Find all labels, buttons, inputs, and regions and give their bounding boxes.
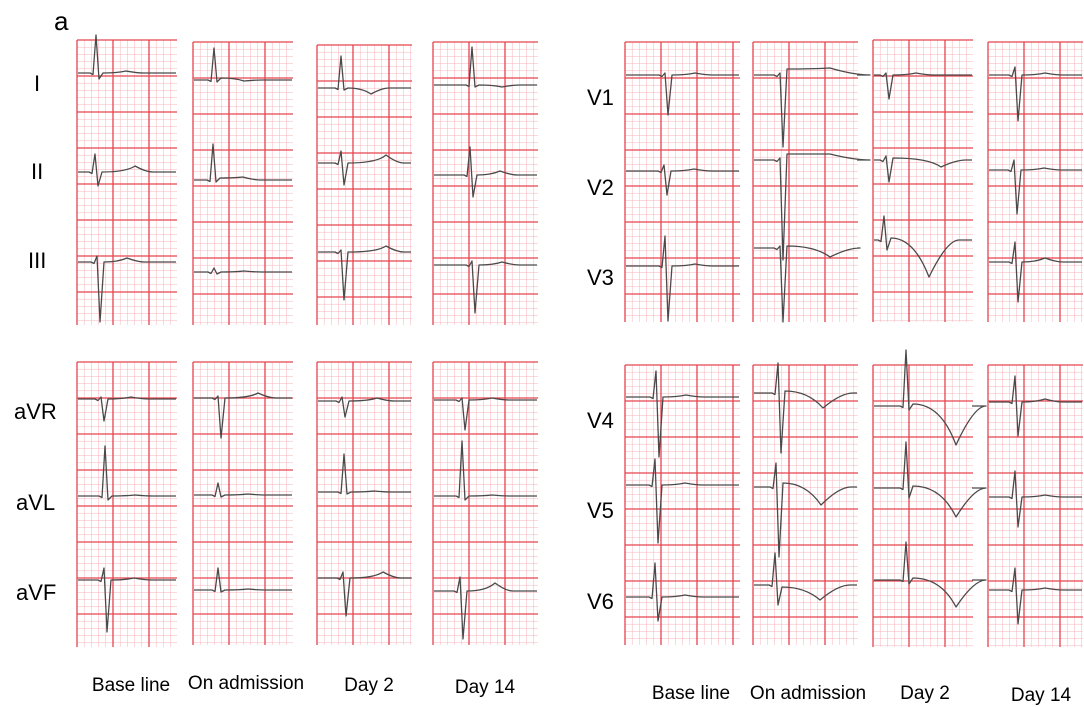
ecg-trace-V2-day2 bbox=[874, 155, 972, 183]
ecg-trace-II-day2 bbox=[318, 150, 411, 186]
ecg-panel-lt-admission bbox=[192, 41, 293, 325]
ecg-trace-III-admission bbox=[194, 267, 292, 275]
ecg-trace-II-day14 bbox=[434, 146, 537, 198]
ecg-trace-V3-day14 bbox=[989, 241, 1082, 303]
column-label-day14-right: Day 14 bbox=[1010, 685, 1072, 706]
lead-label-V1: V1 bbox=[587, 85, 614, 110]
ecg-trace-V1-day2 bbox=[874, 72, 972, 100]
ecg-panel-lb-day14 bbox=[432, 361, 538, 645]
ecg-trace-V2-admission bbox=[754, 153, 871, 261]
column-label-day2-left: Day 2 bbox=[344, 675, 394, 696]
ecg-panel-lb-admission bbox=[192, 361, 293, 645]
ecg-trace-V6-day2 bbox=[874, 541, 987, 608]
column-label-baseline-left: Base line bbox=[91, 675, 171, 696]
ecg-trace-aVR-day2 bbox=[318, 396, 411, 418]
ecg-trace-V5-baseline bbox=[626, 458, 739, 544]
ecg-trace-V6-admission bbox=[754, 552, 857, 606]
ecg-trace-V3-admission bbox=[754, 245, 861, 323]
ecg-trace-V6-baseline bbox=[626, 562, 739, 622]
ecg-trace-V3-day2 bbox=[874, 215, 972, 278]
lead-label-V3: V3 bbox=[587, 265, 614, 290]
ecg-trace-V5-day2 bbox=[874, 441, 987, 518]
ecg-trace-aVF-day2 bbox=[318, 571, 411, 617]
lead-label-II: II bbox=[31, 159, 44, 184]
ecg-panel-rt-day14 bbox=[987, 41, 1083, 322]
ecg-trace-V2-day14 bbox=[989, 159, 1082, 215]
ecg-trace-III-baseline bbox=[78, 255, 176, 323]
ecg-trace-III-day14 bbox=[434, 260, 537, 314]
ecg-trace-V4-day2 bbox=[874, 349, 987, 446]
ecg-panel-lt-day14 bbox=[432, 41, 538, 325]
ecg-panel-lt-baseline bbox=[76, 39, 177, 325]
ecg-panel-rb-admission bbox=[752, 364, 858, 645]
lead-label-V2: V2 bbox=[587, 175, 614, 200]
lead-label-V5: V5 bbox=[587, 498, 614, 523]
ecg-trace-aVR-admission bbox=[194, 392, 292, 439]
lead-label-V4: V4 bbox=[587, 408, 614, 433]
ecg-panel-rt-day2 bbox=[872, 39, 973, 322]
ecg-trace-I-day14 bbox=[434, 46, 537, 88]
lead-label-III: III bbox=[28, 248, 47, 273]
ecg-trace-II-admission bbox=[194, 143, 292, 183]
ecg-panel-lt-day2 bbox=[316, 44, 412, 325]
lead-label-aVR: aVR bbox=[14, 399, 57, 424]
ecg-trace-V1-day14 bbox=[989, 66, 1082, 122]
ecg-panel-rb-day2 bbox=[872, 364, 973, 647]
ecg-trace-V4-day14 bbox=[989, 375, 1082, 437]
ecg-trace-II-baseline bbox=[78, 153, 176, 187]
ecg-trace-V4-admission bbox=[754, 362, 857, 454]
ecg-trace-III-day2 bbox=[318, 245, 411, 301]
ecg-trace-aVF-baseline bbox=[78, 567, 176, 633]
column-label-admission-left: On admission bbox=[187, 673, 305, 694]
ecg-trace-aVR-day14 bbox=[434, 397, 537, 431]
ecg-panel-rb-day14 bbox=[987, 364, 1083, 647]
ecg-trace-V6-day14 bbox=[989, 567, 1082, 625]
ecg-trace-aVF-day14 bbox=[434, 576, 537, 640]
ecg-trace-V1-baseline bbox=[626, 72, 739, 116]
ecg-trace-aVR-baseline bbox=[78, 396, 176, 422]
ecg-panel-lb-baseline bbox=[76, 361, 177, 647]
ecg-trace-V3-baseline bbox=[626, 235, 739, 322]
ecg-panel-rb-baseline bbox=[624, 364, 740, 645]
lead-label-aVL: aVL bbox=[16, 490, 56, 515]
ecg-trace-I-baseline bbox=[78, 34, 176, 80]
ecg-trace-I-day2 bbox=[318, 55, 411, 95]
column-label-admission-right: On admission bbox=[749, 683, 867, 704]
column-label-baseline-right: Base line bbox=[651, 683, 731, 704]
ecg-trace-V5-admission bbox=[754, 462, 857, 558]
ecg-trace-V1-admission bbox=[754, 67, 871, 148]
ecg-panel-rt-baseline bbox=[624, 41, 740, 322]
ecg-panel-rt-admission bbox=[752, 41, 858, 322]
ecg-trace-V4-baseline bbox=[626, 370, 739, 458]
lead-label-aVF: aVF bbox=[16, 580, 57, 605]
ecg-trace-aVL-admission bbox=[194, 482, 292, 498]
ecg-trace-V5-day14 bbox=[989, 470, 1082, 528]
lead-label-I: I bbox=[34, 71, 41, 96]
ecg-trace-aVL-day2 bbox=[318, 453, 411, 495]
column-label-day14-left: Day 14 bbox=[454, 677, 516, 698]
ecg-trace-aVL-day14 bbox=[434, 440, 537, 501]
ecg-trace-V2-baseline bbox=[626, 164, 739, 196]
lead-label-V6: V6 bbox=[587, 589, 614, 614]
ecg-trace-aVL-baseline bbox=[78, 445, 176, 501]
panel-label: a bbox=[54, 6, 69, 36]
ecg-panel-lb-day2 bbox=[316, 361, 412, 645]
ecg-trace-I-admission bbox=[194, 47, 292, 83]
column-label-day2-right: Day 2 bbox=[900, 683, 950, 704]
ecg-trace-aVF-admission bbox=[194, 567, 292, 593]
